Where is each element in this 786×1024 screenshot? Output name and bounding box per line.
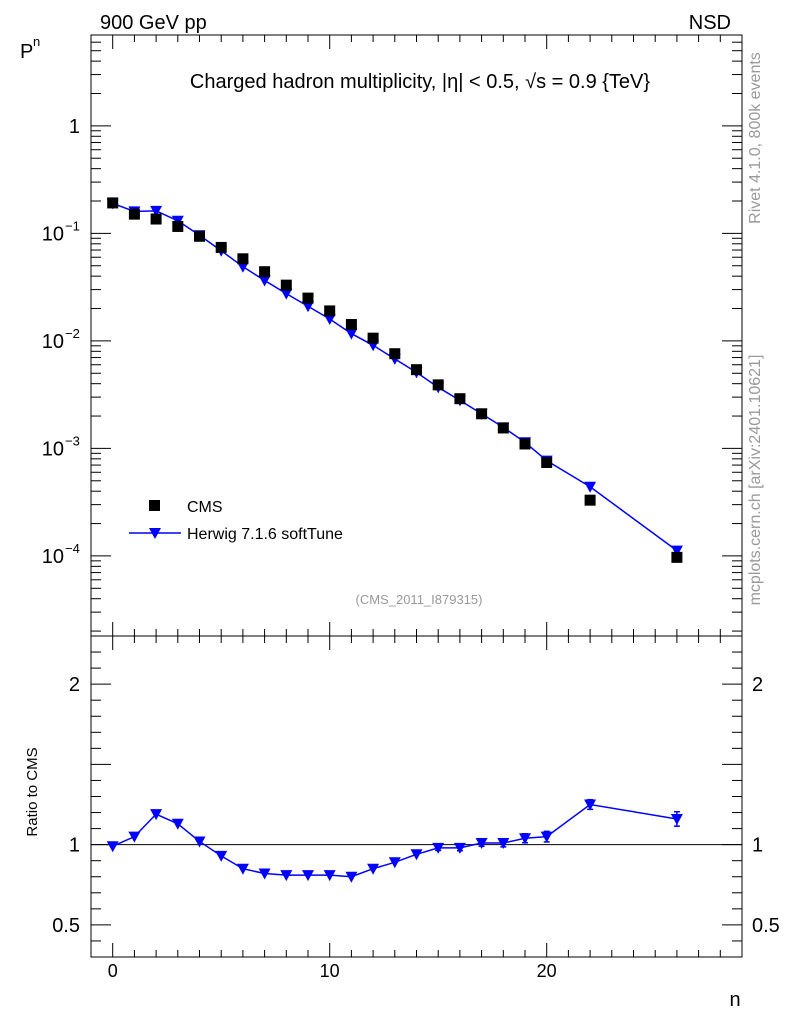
herwig-point <box>670 545 683 557</box>
chart-title: Charged hadron multiplicity, |η| < 0.5, … <box>190 71 650 93</box>
ratio-point <box>432 842 445 854</box>
ratio-y-tick-label-right: 1 <box>752 835 763 857</box>
cms-point <box>150 213 162 225</box>
cms-point <box>107 197 119 209</box>
legend-marker-cms <box>149 500 160 511</box>
cms-point <box>497 422 509 434</box>
cms-point <box>411 364 422 376</box>
ratio-y-tick-label-left: 1 <box>69 835 80 857</box>
ratio-point <box>584 799 597 811</box>
x-tick-label: 0 <box>108 961 118 981</box>
legend-label-cms: CMS <box>187 499 223 516</box>
header-left-label: 900 GeV pp <box>100 12 207 34</box>
main-y-tick-exponent: −2 <box>65 326 80 341</box>
cms-point <box>172 220 184 232</box>
cms-point <box>215 241 227 253</box>
herwig-point <box>584 481 597 493</box>
ratio-point <box>215 850 228 862</box>
ratio-y-tick-label-right: 0.5 <box>752 915 780 937</box>
cms-point <box>194 230 205 242</box>
cms-point <box>128 208 140 220</box>
main-y-tick-label: 10 <box>42 223 64 245</box>
ratio-point <box>236 863 249 875</box>
x-axis-label: n <box>729 989 740 1011</box>
cms-point <box>584 494 596 506</box>
main-y-tick-label: 10 <box>42 546 64 568</box>
cms-point <box>519 438 531 450</box>
herwig-point <box>280 288 293 300</box>
ratio-point <box>410 849 423 861</box>
herwig-point <box>236 261 249 273</box>
ratio-panel-frame <box>90 635 743 958</box>
ratio-point <box>280 870 293 882</box>
main-y-label-main: P <box>20 41 33 63</box>
ratio-point <box>540 831 553 843</box>
cms-point <box>389 348 401 360</box>
ratio-point <box>171 818 184 830</box>
cms-point <box>324 305 336 317</box>
ratio-point <box>367 863 380 875</box>
main-y-tick-exponent: −4 <box>65 541 80 556</box>
legend-label-herwig: Herwig 7.1.6 softTune <box>187 526 343 543</box>
ratio-y-axis-label: Ratio to CMS <box>24 747 41 836</box>
ratio-point <box>128 831 141 843</box>
ratio-point <box>193 836 206 848</box>
main-y-axis-label: P n <box>20 34 40 63</box>
ratio-point <box>497 838 510 850</box>
herwig-point <box>302 301 314 313</box>
cms-point <box>476 408 488 420</box>
ratio-point <box>453 842 466 854</box>
herwig-point <box>323 313 336 325</box>
analysis-label: (CMS_2011_I879315) <box>356 592 483 607</box>
cms-point <box>671 551 683 563</box>
main-y-tick-label: 1 <box>69 116 80 138</box>
main-panel-frame <box>90 34 743 637</box>
ratio-point <box>475 838 488 850</box>
ratio-point <box>670 813 683 825</box>
x-tick-label: 10 <box>320 961 340 981</box>
mcplots-label: mcplots.cern.ch [arXiv:2401.10621] <box>747 355 764 606</box>
ratio-point <box>106 841 119 853</box>
ratio-y-tick-label-left: 0.5 <box>52 915 80 937</box>
cms-point <box>280 279 292 291</box>
main-y-tick-label: 10 <box>42 331 64 353</box>
cms-point <box>237 253 249 265</box>
main-y-tick-label: 10 <box>42 438 64 460</box>
ratio-point <box>519 833 531 845</box>
legend-marker-herwig <box>149 528 161 539</box>
herwig-point <box>150 205 163 217</box>
legend: CMS Herwig 7.1.6 softTune <box>129 499 343 543</box>
rivet-label: Rivet 4.1.0, 800k events <box>747 52 764 224</box>
main-y-tick-exponent: −1 <box>65 218 80 233</box>
cms-point <box>259 266 271 278</box>
ratio-point <box>302 870 314 882</box>
cms-point <box>302 292 314 304</box>
ratio-y-tick-label-right: 2 <box>752 674 763 696</box>
header-right-label: NSD <box>689 12 731 34</box>
ratio-point <box>150 809 163 821</box>
cms-point <box>367 332 379 344</box>
ratio-point <box>345 871 358 883</box>
main-y-label-sub: n <box>33 34 40 49</box>
herwig-point <box>345 328 358 340</box>
ratio-point <box>388 857 401 869</box>
cms-point <box>345 319 357 331</box>
cms-point <box>454 393 466 405</box>
herwig-point <box>258 275 271 287</box>
x-tick-label: 20 <box>537 961 557 981</box>
ratio-y-tick-label-left: 2 <box>69 674 80 696</box>
ratio-point <box>258 868 271 880</box>
ratio-point <box>323 870 336 882</box>
main-y-tick-exponent: −3 <box>65 433 80 448</box>
cms-point <box>432 379 444 391</box>
cms-point <box>541 456 553 468</box>
